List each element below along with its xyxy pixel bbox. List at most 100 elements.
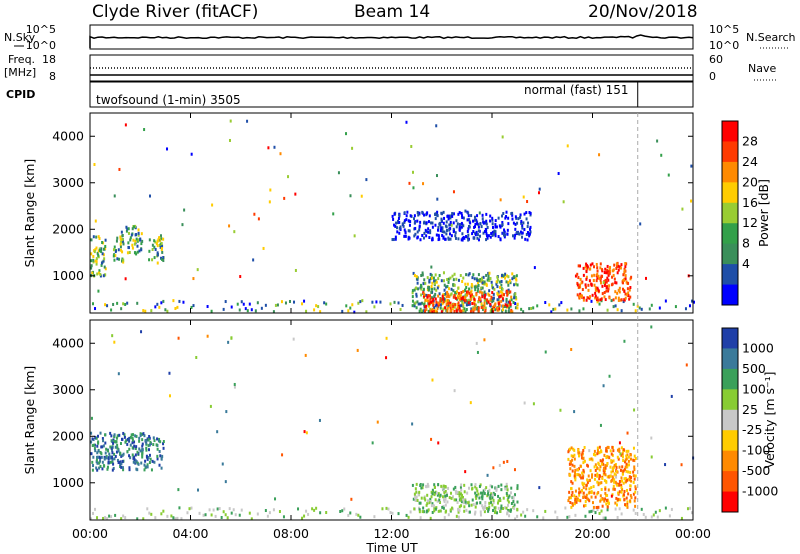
data-cell <box>627 291 630 295</box>
data-cell <box>596 300 599 304</box>
data-cell <box>680 516 683 520</box>
data-cell <box>332 212 335 216</box>
data-cell <box>350 497 353 501</box>
data-cell <box>633 499 636 503</box>
data-cell <box>605 449 608 453</box>
data-cell <box>183 208 186 212</box>
data-cell <box>436 499 439 503</box>
data-cell <box>579 277 582 281</box>
data-cell <box>435 310 438 314</box>
data-cell <box>375 300 378 304</box>
data-cell <box>600 268 603 272</box>
data-cell <box>396 226 399 230</box>
data-cell <box>405 214 408 218</box>
data-cell <box>140 242 143 246</box>
data-cell <box>627 492 630 496</box>
data-cell <box>140 248 143 252</box>
data-cell <box>509 302 512 306</box>
data-cell <box>583 482 586 486</box>
data-cell <box>504 216 507 220</box>
data-cell <box>120 462 123 466</box>
data-cell <box>579 490 582 494</box>
data-cell <box>282 515 285 519</box>
data-cell <box>599 281 602 285</box>
data-cell <box>467 211 470 215</box>
data-cell <box>468 272 471 276</box>
data-cell <box>562 200 565 204</box>
data-cell <box>463 307 466 311</box>
data-cell <box>408 236 411 240</box>
data-cell <box>578 309 581 313</box>
data-cell <box>520 221 523 225</box>
data-cell <box>118 257 121 261</box>
data-cell <box>576 283 579 287</box>
data-cell <box>148 434 151 438</box>
data-cell <box>120 230 123 234</box>
data-cell <box>464 310 467 314</box>
data-cell <box>570 505 573 509</box>
data-cell <box>488 289 491 293</box>
data-cell <box>148 436 151 440</box>
data-cell <box>138 447 141 451</box>
data-cell <box>214 514 217 518</box>
data-cell <box>433 309 436 313</box>
data-cell <box>447 217 450 221</box>
data-cell <box>507 500 510 504</box>
data-cell <box>617 288 620 292</box>
data-cell <box>627 459 630 463</box>
data-cell <box>441 302 444 306</box>
data-cell <box>460 297 463 301</box>
data-cell <box>433 282 436 286</box>
data-cell <box>629 494 632 498</box>
data-cell <box>596 449 599 453</box>
data-cell <box>595 506 598 510</box>
data-cell <box>623 477 626 481</box>
data-cell <box>624 296 627 300</box>
data-cell <box>138 436 141 440</box>
data-cell <box>154 240 157 244</box>
data-cell <box>443 499 446 503</box>
data-cell <box>462 501 465 505</box>
data-cell <box>544 300 547 304</box>
data-cell <box>431 510 434 514</box>
data-cell <box>373 515 376 519</box>
data-cell <box>422 483 425 487</box>
data-cell <box>162 509 165 513</box>
data-cell <box>483 338 486 342</box>
data-cell <box>279 152 282 156</box>
data-cell <box>609 465 612 469</box>
data-cell <box>427 294 430 298</box>
data-cell <box>141 432 144 436</box>
data-cell <box>615 465 618 469</box>
data-cell <box>460 492 463 496</box>
data-cell <box>460 488 463 492</box>
data-cell <box>588 296 591 300</box>
data-cell <box>585 483 588 487</box>
data-cell <box>623 271 626 275</box>
data-cell <box>571 463 574 467</box>
data-cell <box>467 510 470 514</box>
data-cell <box>490 232 493 236</box>
data-cell <box>498 463 501 467</box>
data-cell <box>478 211 481 215</box>
data-cell <box>458 505 461 509</box>
data-cell <box>494 506 497 510</box>
data-cell <box>156 447 159 451</box>
data-cell <box>499 509 502 513</box>
data-cell <box>597 298 600 302</box>
data-cell <box>574 513 577 517</box>
data-cell <box>626 465 629 469</box>
data-cell <box>467 233 470 237</box>
data-cell <box>529 225 532 229</box>
data-cell <box>513 275 516 279</box>
data-cell <box>470 293 473 297</box>
y-tick-label: 1000 <box>52 475 84 490</box>
colorbar-tick-label: 1000 <box>742 340 774 355</box>
data-cell <box>656 515 659 519</box>
data-cell <box>145 455 148 459</box>
data-cell <box>413 492 416 496</box>
data-cell <box>431 488 434 492</box>
data-cell <box>160 512 163 516</box>
data-cell <box>405 218 408 222</box>
data-cell <box>618 465 621 469</box>
